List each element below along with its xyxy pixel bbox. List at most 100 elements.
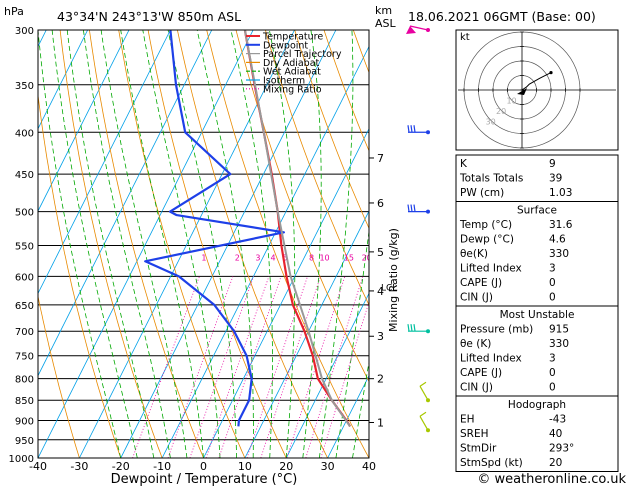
wind-barb-dot (426, 329, 430, 333)
table-row-label: Lifted Index (460, 263, 522, 275)
table-row-label: θe(K) (460, 248, 488, 260)
table-row-label: θe (K) (460, 338, 491, 350)
hodograph-ring-label: 20 (496, 107, 506, 116)
hpa-label: hPa (4, 5, 24, 18)
table-row-value: 0 (549, 277, 556, 289)
pressure-tick-label: 650 (15, 301, 34, 312)
table-row-label: PW (cm) (460, 187, 504, 199)
asl-label: ASL (375, 17, 397, 30)
isotherm-line (0, 30, 5, 458)
hodograph-unit-label: kt (460, 32, 470, 43)
datetime-title: 18.06.2021 06GMT (Base: 00) (408, 9, 596, 24)
wet-adiabat-line (336, 30, 389, 458)
km-tick-label: 6 (377, 197, 384, 210)
table-row-value: 1.03 (549, 187, 572, 199)
mixing-ratio-label: 10 (319, 253, 329, 262)
wind-barb-flag (408, 125, 409, 132)
temperature-tick-label: 40 (362, 460, 376, 473)
mixing-ratio-label: 2 (235, 253, 240, 262)
table-row-label: CIN (J) (460, 382, 493, 394)
temperature-tick-label: -30 (70, 460, 88, 473)
dry-adiabat-line (88, 18, 204, 458)
table-title: Hodograph (508, 399, 566, 411)
mixing-ratio-line (190, 276, 254, 458)
table-row-label: SREH (460, 428, 489, 440)
table-row-value: 0 (549, 382, 556, 394)
copyright: © weatheronline.co.uk (477, 472, 626, 486)
pressure-tick-label: 350 (15, 81, 34, 92)
wet-adiabat-line (67, 30, 154, 458)
wind-barb-dot (426, 210, 430, 214)
table-row-label: Dewp (°C) (460, 234, 514, 246)
location-title: 43°34'N 243°13'W 850m ASL (57, 9, 241, 24)
wind-barb-dot (426, 130, 430, 134)
wind-barb-dot (426, 398, 430, 402)
pressure-tick-label: 750 (15, 352, 34, 363)
wind-barb-dot (426, 428, 430, 432)
table-row-label: K (460, 158, 468, 170)
mixing-ratio-label: 3 (255, 253, 260, 262)
pressure-tick-label: 600 (15, 272, 34, 283)
table-row-value: 9 (549, 158, 556, 170)
wind-barb-staff (420, 386, 428, 400)
mixing-ratio-label: 15 (344, 253, 354, 262)
table-row-value: 915 (549, 324, 569, 336)
km-tick-label: 7 (377, 152, 384, 165)
table-row-value: 293° (549, 443, 574, 455)
isotherm-line (0, 30, 88, 458)
table-row-label: EH (460, 414, 475, 426)
wind-barbs (406, 26, 430, 432)
wind-barb-flag (414, 125, 415, 132)
km-tick-label: 2 (377, 373, 384, 386)
mixing-ratio-label: 1 (201, 253, 206, 262)
wind-barb-dot (426, 28, 430, 32)
legend-label: Mixing Ratio (263, 84, 322, 95)
table-row-label: Lifted Index (460, 353, 522, 365)
pressure-tick-label: 700 (15, 327, 34, 338)
table-row-label: Totals Totals (459, 173, 523, 185)
temperature-tick-label: 30 (321, 460, 335, 473)
wind-barb-flag (411, 205, 412, 212)
km-tick-label: 3 (377, 330, 384, 343)
wet-adiabat-line (121, 30, 204, 458)
table-row-label: CAPE (J) (460, 277, 502, 289)
table-row-label: StmDir (460, 443, 497, 455)
wet-adiabat-line (38, 30, 121, 458)
hodograph-ring-label: 30 (486, 117, 496, 126)
km-tick-label: 5 (377, 246, 384, 259)
table-row-value: 330 (549, 248, 569, 260)
km-tick-label: 1 (377, 417, 384, 430)
km-label: km (375, 4, 392, 17)
table-title: Most Unstable (500, 309, 575, 321)
table-row-value: 4.6 (549, 234, 566, 246)
mixing-ratio-label: 4 (271, 253, 276, 262)
wind-barb-flag (411, 125, 412, 132)
table-row-label: CAPE (J) (460, 367, 502, 379)
hodograph-ring-label: 10 (506, 96, 516, 105)
wet-adiabat-line (52, 30, 137, 458)
pressure-tick-label: 850 (15, 396, 34, 407)
table-row-value: 330 (549, 338, 569, 350)
table-row-value: 20 (549, 457, 562, 469)
table-row-value: 0 (549, 367, 556, 379)
wind-barb-flag (414, 324, 415, 331)
pressure-tick-label: 500 (15, 208, 34, 219)
wind-barb-flag (414, 205, 415, 212)
table-row-value: 3 (549, 263, 556, 275)
hodograph-end-point (549, 71, 552, 74)
table-row-value: 40 (549, 428, 562, 440)
mixing-ratio-line (206, 276, 269, 458)
table-row-value: 39 (549, 173, 562, 185)
wind-barb-flag (420, 382, 426, 386)
table-row-label: Pressure (mb) (460, 324, 533, 336)
pressure-tick-label: 550 (15, 241, 34, 252)
table-row-value: 0 (549, 292, 556, 304)
wind-barb-flag (420, 412, 426, 416)
table-row-value: 3 (549, 353, 556, 365)
wind-barb-staff (420, 416, 428, 430)
x-axis-title: Dewpoint / Temperature (°C) (111, 472, 298, 486)
mixing-ratio-line (247, 276, 308, 458)
